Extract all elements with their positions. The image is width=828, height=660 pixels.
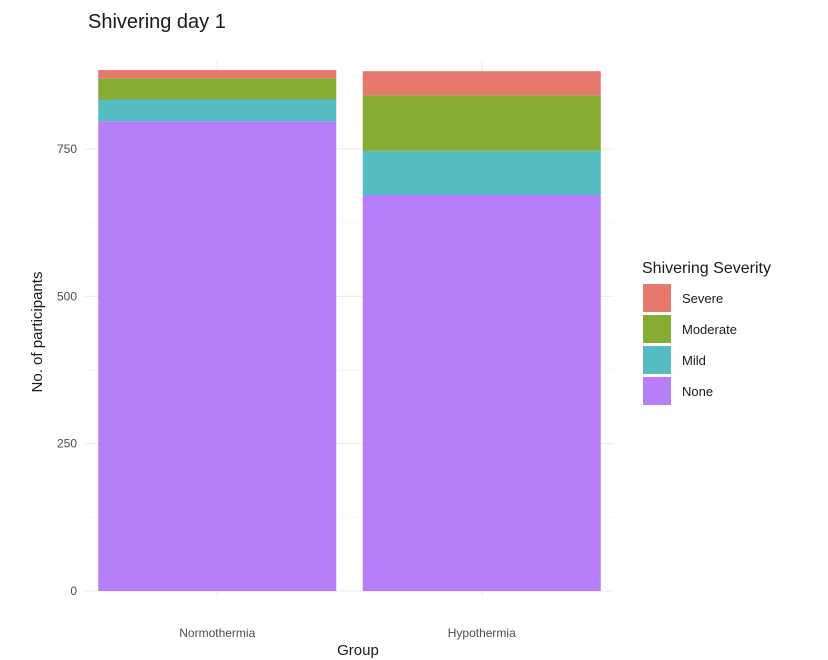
legend: Shivering Severity Severe Moderate Mild Non…: [642, 260, 771, 405]
y-tick-label: 250: [57, 437, 77, 451]
legend-label-moderate: Moderate: [682, 322, 737, 337]
x-tick-label: Normothermia: [179, 626, 255, 640]
y-tick-label: 500: [57, 289, 77, 303]
bar-normothermia-mild: [98, 99, 337, 122]
legend-label-severe: Severe: [682, 291, 723, 306]
bar-normothermia-none: [98, 121, 337, 591]
legend-key-mild: [643, 346, 671, 374]
bar-normothermia-severe: [98, 70, 337, 79]
x-tick-label: Hypothermia: [448, 626, 516, 640]
bar-hypothermia-severe: [362, 71, 601, 96]
y-tick-label: 750: [57, 142, 77, 156]
legend-label-mild: Mild: [682, 353, 706, 368]
y-tick-label: 0: [70, 584, 77, 598]
legend-key-none: [643, 377, 671, 405]
y-axis-title: No. of participants: [29, 272, 46, 393]
axes: 0 250 500 750 Normothermia Hypothermia: [57, 142, 516, 640]
x-axis-title: Group: [337, 642, 379, 659]
bars: [98, 70, 601, 591]
bar-normothermia-moderate: [98, 78, 337, 100]
chart-title: Shivering day 1: [88, 11, 226, 33]
bar-hypothermia-moderate: [362, 95, 601, 151]
bar-hypothermia-none: [362, 194, 601, 591]
legend-key-severe: [643, 284, 671, 312]
legend-title: Shivering Severity: [642, 260, 771, 277]
legend-label-none: None: [682, 384, 713, 399]
legend-key-moderate: [643, 315, 671, 343]
bar-hypothermia-mild: [362, 150, 601, 195]
